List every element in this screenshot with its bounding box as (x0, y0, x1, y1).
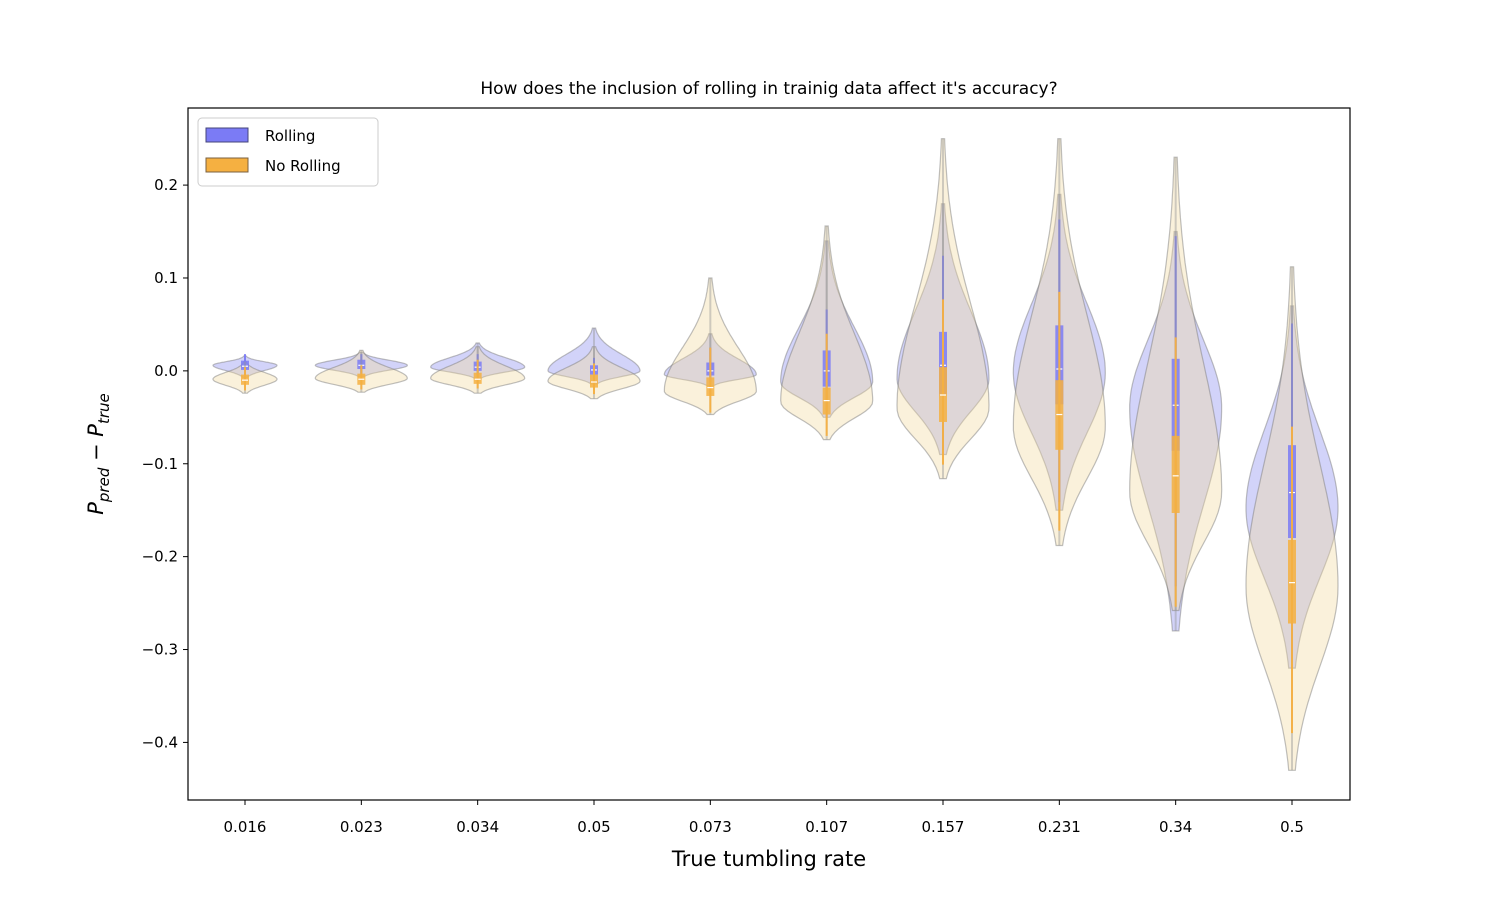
y-tick-label: −0.4 (142, 733, 178, 751)
y-label-op: − (84, 437, 108, 468)
x-tick-label: 0.034 (456, 818, 499, 836)
y-label-p1: P (84, 502, 108, 515)
x-tick-label: 0.023 (340, 818, 383, 836)
plot-frame (187, 107, 1351, 801)
x-tick-label: 0.016 (224, 818, 267, 836)
x-tick-label: 0.231 (1038, 818, 1081, 836)
x-tick-label: 0.107 (805, 818, 848, 836)
x-tick-label: 0.34 (1159, 818, 1192, 836)
iqr-box-no-rolling (706, 377, 715, 396)
x-tick-label: 0.073 (689, 818, 732, 836)
iqr-box-no-rolling (1288, 539, 1296, 624)
y-tick-label: −0.2 (142, 548, 178, 566)
y-label-p2: P (84, 424, 108, 437)
y-label-sub1: pred (95, 467, 113, 503)
x-axis: 0.016 0.023 0.034 0.05 0.073 0.107 0.157 0.231 0… (224, 800, 1304, 836)
iqr-box-no-rolling (473, 372, 482, 384)
violin-layer (212, 138, 1339, 771)
violin-no-rolling (663, 277, 757, 416)
y-axis-label: Ppred − Ptrue (84, 393, 113, 515)
x-tick-label: 0.05 (577, 818, 610, 836)
legend-swatch-rolling (205, 127, 249, 143)
y-tick-label: 0.1 (154, 269, 178, 287)
violin-rolling (547, 327, 641, 385)
legend: Rolling No Rolling (197, 117, 379, 187)
y-tick-label: −0.1 (142, 455, 178, 473)
y-tick-label: −0.3 (142, 641, 178, 659)
chart-title: How does the inclusion of rolling in tra… (480, 79, 1057, 99)
x-tick-label: 0.5 (1280, 818, 1304, 836)
x-tick-label: 0.157 (922, 818, 965, 836)
iqr-box-no-rolling (590, 374, 598, 388)
legend-label-no-rolling: No Rolling (265, 157, 341, 175)
iqr-box-rolling (241, 360, 249, 370)
iqr-box-rolling (357, 359, 366, 370)
legend-swatch-no-rolling (205, 157, 249, 173)
iqr-box-no-rolling (1171, 435, 1180, 513)
y-axis: 0.2 0.1 0.0 −0.1 −0.2 −0.3 −0.4 (142, 176, 188, 751)
y-label-sub2: true (95, 393, 113, 424)
box-layer (241, 138, 1296, 771)
y-tick-label: 0.0 (154, 362, 178, 380)
legend-label-rolling: Rolling (265, 127, 315, 145)
y-tick-label: 0.2 (154, 176, 178, 194)
x-axis-label: True tumbling rate (671, 847, 866, 871)
